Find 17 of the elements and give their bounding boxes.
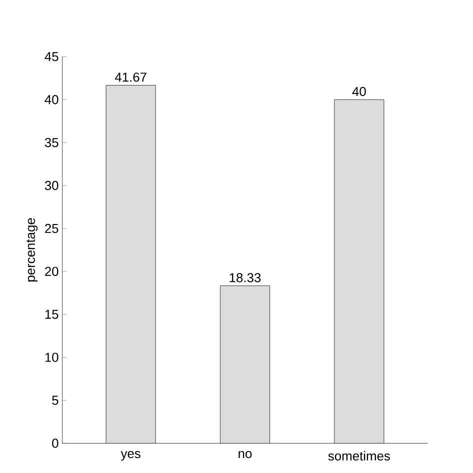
y-tick-label: 45 (44, 52, 58, 62)
data-label: 18.33 (230, 273, 261, 282)
data-label: 40 (352, 86, 366, 96)
y-tick-label: 30 (44, 180, 58, 190)
y-tick-label: 15 (45, 310, 58, 319)
x-tick-label: no (238, 451, 252, 458)
data-label: 41.67 (114, 72, 146, 82)
y-tick-label: 20 (45, 266, 58, 276)
y-tick-label: 0 (52, 438, 58, 448)
y-tick-label: 25 (45, 224, 58, 234)
x-tick-label: yes (120, 451, 140, 461)
y-tick-label: 35 (44, 138, 58, 148)
x-tick-label: sometimes (328, 451, 390, 461)
y-tick-label: 10 (45, 352, 58, 362)
y-tick-label: 5 (52, 396, 58, 405)
y-axis-title: percentage (26, 218, 38, 282)
y-tick-label: 40 (44, 95, 58, 104)
